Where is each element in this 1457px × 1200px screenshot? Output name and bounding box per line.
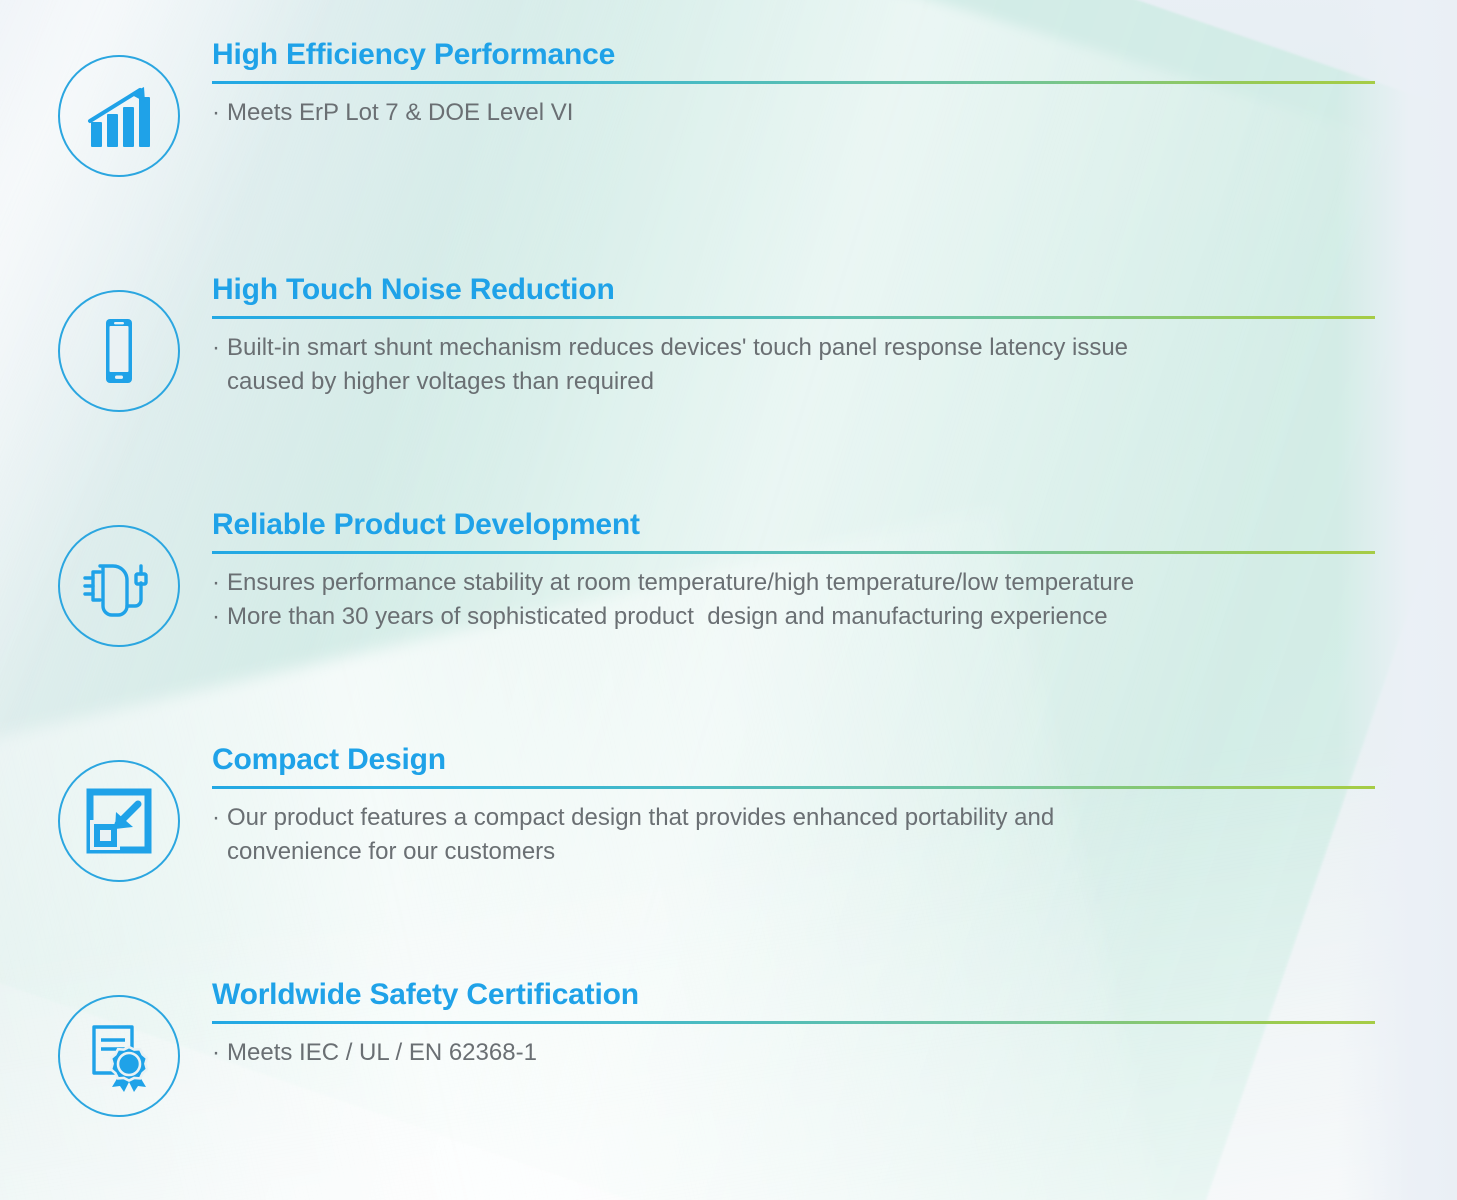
feature-divider (212, 1021, 1375, 1024)
description-text: More than 30 years of sophisticated prod… (227, 603, 1108, 631)
power-adapter-icon (58, 525, 180, 647)
feature-divider (212, 316, 1375, 319)
feature-description: · Meets IEC / UL / EN 62368-1 (212, 1036, 1402, 1070)
growth-bar-chart-icon (58, 55, 180, 177)
certificate-award-icon (58, 995, 180, 1117)
compact-resize-icon (58, 760, 180, 882)
bullet-marker: · (212, 99, 220, 126)
smartphone-icon (58, 290, 180, 412)
feature-body: High Touch Noise Reduction · Built-in sma… (212, 275, 1457, 399)
bullet-marker: · (212, 334, 220, 361)
bullet-marker: · (212, 1039, 220, 1066)
feature-description: · Built-in smart shunt mechanism reduces … (212, 331, 1402, 399)
feature-divider (212, 81, 1375, 84)
feature-title: Compact Design (212, 743, 446, 776)
description-line: · Meets IEC / UL / EN 62368-1 (212, 1036, 1402, 1070)
description-text: Ensures performance stability at room te… (227, 569, 1135, 596)
description-line: · Our product features a compact design t… (212, 801, 1402, 835)
feature-divider (212, 786, 1375, 789)
feature-title: Reliable Product Development (212, 508, 640, 541)
description-text: Our product features a compact design th… (227, 804, 1055, 831)
feature-body: Reliable Product Development · Ensures pe… (212, 510, 1457, 634)
description-text: Meets ErP Lot 7 & DOE Level VI (227, 99, 574, 126)
description-line: · More than 30 years of sophisticated pro… (212, 600, 1402, 634)
description-line: · Ensures performance stability at room t… (212, 566, 1402, 600)
feature-body: High Efficiency Performance · Meets ErP L… (212, 40, 1457, 130)
description-line: convenience for our customers (212, 835, 1402, 869)
description-line: · Built-in smart shunt mechanism reduces … (212, 331, 1402, 365)
description-text: convenience for our customers (227, 838, 556, 866)
feature-title: High Efficiency Performance (212, 38, 616, 71)
feature-description: · Our product features a compact design t… (212, 801, 1402, 869)
bullet-marker: · (212, 804, 220, 831)
feature-body: Compact Design · Our product features a c… (212, 745, 1457, 869)
bullet-marker: · (212, 603, 220, 631)
feature-body: Worldwide Safety Certification · Meets IE… (212, 980, 1457, 1070)
description-text: caused by higher voltages than required (227, 368, 654, 396)
description-line: caused by higher voltages than required (212, 365, 1402, 399)
feature-divider (212, 551, 1375, 554)
feature-title: High Touch Noise Reduction (212, 273, 615, 306)
feature-description: · Meets ErP Lot 7 & DOE Level VI (212, 96, 1402, 130)
bullet-marker: · (212, 569, 220, 596)
description-text: Built-in smart shunt mechanism reduces d… (227, 334, 1129, 361)
description-text: Meets IEC / UL / EN 62368-1 (227, 1039, 537, 1066)
feature-title: Worldwide Safety Certification (212, 978, 639, 1011)
description-line: · Meets ErP Lot 7 & DOE Level VI (212, 96, 1402, 130)
feature-description: · Ensures performance stability at room t… (212, 566, 1402, 634)
